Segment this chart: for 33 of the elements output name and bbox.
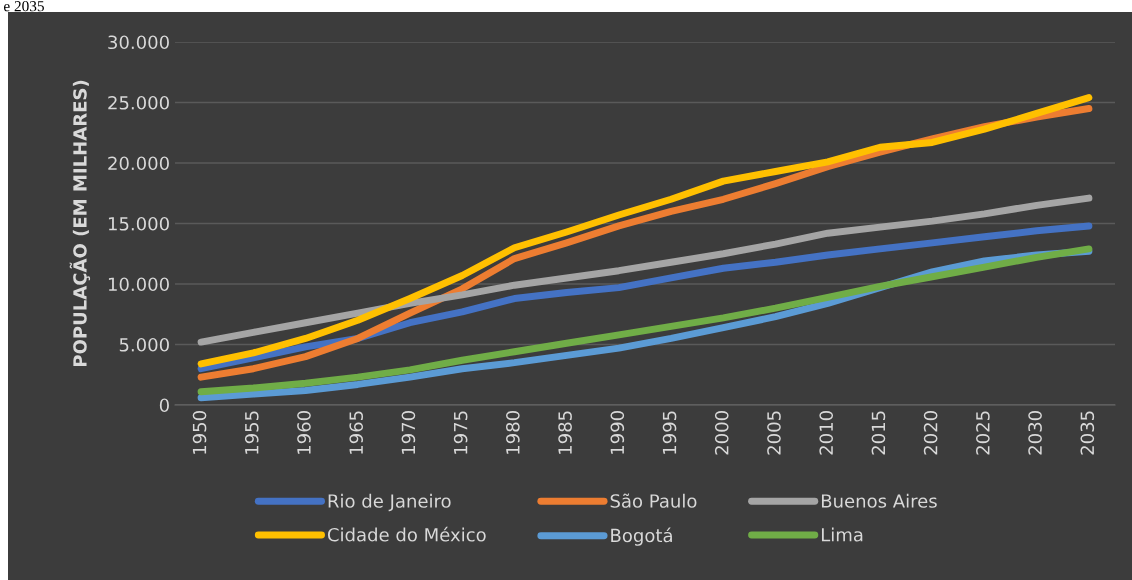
y-tick-label: 25.000 xyxy=(108,95,169,110)
y-tick-label: 20.000 xyxy=(108,156,169,171)
x-tick-label: 1985 xyxy=(558,411,572,454)
x-tick-label: 2035 xyxy=(1080,411,1095,455)
x-tick-label: 1950 xyxy=(192,411,207,454)
y-tick-label: 0 xyxy=(159,398,169,413)
y-tick-label: 15.000 xyxy=(108,216,169,231)
y-tick-label: 5.000 xyxy=(119,337,169,352)
text: e 2035 xyxy=(3,1,44,12)
legend-label: Bogotá xyxy=(611,527,672,546)
x-tick-label: 1995 xyxy=(662,411,677,454)
x-tick-label: 2005 xyxy=(767,411,781,455)
legend-label: Buenos Aires xyxy=(821,493,937,508)
x-tick-label: 2025 xyxy=(976,411,990,455)
x-tick-label: 1965 xyxy=(349,411,364,454)
y-tick-label: 10.000 xyxy=(108,277,169,292)
legend-label: São Paulo xyxy=(610,493,697,508)
x-tick-label: 2020 xyxy=(923,411,938,455)
legend-label: Rio de Janeiro xyxy=(328,493,451,512)
x-tick-label: 2015 xyxy=(871,411,886,455)
legend-label: Cidade do México xyxy=(327,526,486,542)
x-tick-label: 2000 xyxy=(714,411,729,455)
x-tick-label: 2030 xyxy=(1028,411,1042,455)
x-tick-label: 1975 xyxy=(453,411,468,454)
x-tick-label: 1990 xyxy=(610,411,625,454)
y-axis-title: POPULAÇÃO (EM MILHARES) xyxy=(69,80,91,367)
legend-label: Lima xyxy=(821,527,863,542)
x-tick-label: 1960 xyxy=(297,411,311,454)
x-tick-label: 1955 xyxy=(244,411,259,454)
y-tick-label: 30.000 xyxy=(108,35,169,50)
x-tick-label: 1980 xyxy=(506,411,520,454)
x-tick-label: 1970 xyxy=(401,411,416,454)
x-tick-label: 2010 xyxy=(819,411,834,455)
